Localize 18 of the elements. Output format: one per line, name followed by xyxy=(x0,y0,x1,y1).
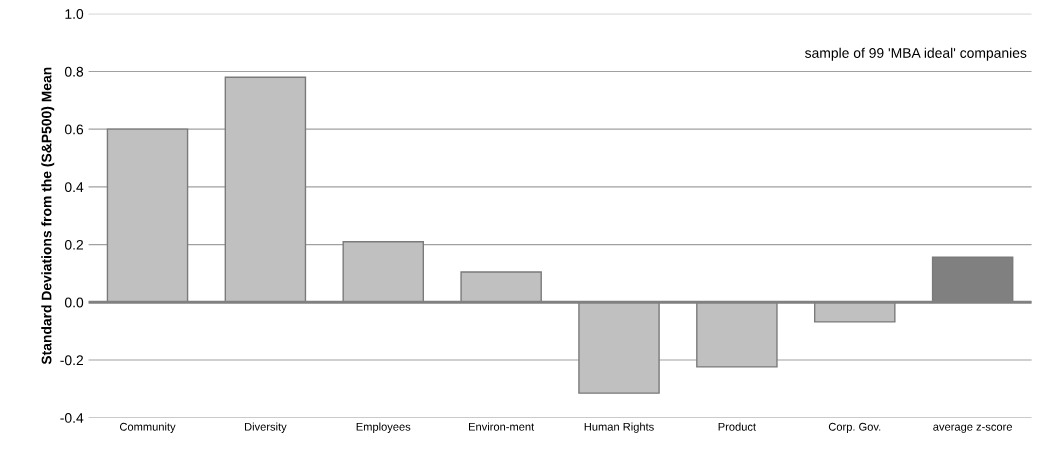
x-tick-label: average z-score xyxy=(933,424,1012,433)
y-tick-label: 0.6 xyxy=(64,124,84,135)
y-tick-label: 0.2 xyxy=(64,239,84,250)
y-tick-label: 1.0 xyxy=(65,9,84,19)
x-tick-label: Community xyxy=(119,422,176,433)
x-tick-label: Environ-ment xyxy=(469,422,535,431)
y-tick-label: 0.0 xyxy=(64,297,84,308)
x-tick-label: Human Rights xyxy=(584,422,654,433)
y-tick-label: -0.2 xyxy=(60,355,84,366)
y-tick-label: -0.4 xyxy=(60,413,84,423)
y-axis-title: Standard Deviations from the (S&P500) Mean xyxy=(41,67,55,365)
y-tick-label: 0.8 xyxy=(64,66,84,77)
x-tick-label: Employees xyxy=(356,422,411,433)
annotation: sample of 99 'MBA ideal' companies xyxy=(805,47,1027,61)
x-tick-label: Product xyxy=(718,422,756,431)
x-tick-label: Diversity xyxy=(245,422,287,433)
x-tick-label: Corp. Gov. xyxy=(828,422,881,433)
y-tick-label: 0.4 xyxy=(64,182,84,193)
